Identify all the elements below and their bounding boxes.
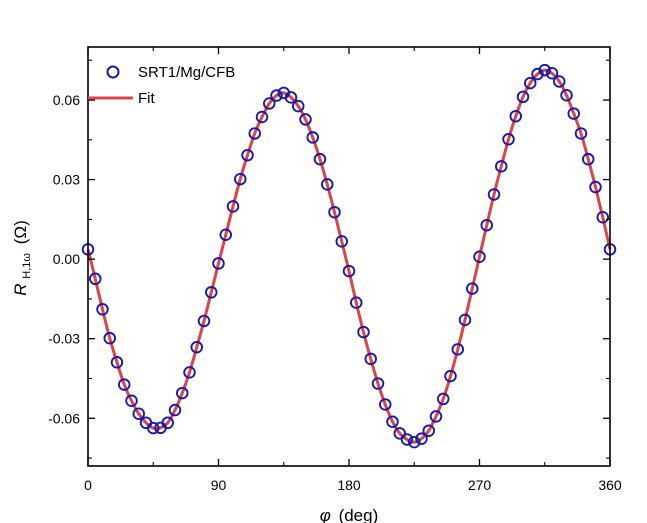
data-point [553, 75, 566, 88]
data-point [509, 109, 523, 123]
data-point [190, 340, 203, 354]
data-point [422, 424, 436, 437]
data-point [197, 314, 211, 328]
data-point [524, 76, 537, 90]
y-tick-labels: 0.06 0.03 0.00 -0.03 -0.06 [48, 92, 80, 426]
data-point [437, 392, 450, 406]
x-tick-label: 270 [468, 477, 492, 493]
x-tick-label: 180 [337, 477, 361, 493]
legend-label-data: SRT1/Mg/CFB [138, 64, 235, 81]
legend: SRT1/Mg/CFB Fit [88, 64, 235, 107]
y-tick-label: 0.06 [53, 92, 80, 108]
data-point [292, 99, 305, 113]
data-point [342, 264, 356, 278]
data-point [415, 432, 428, 445]
data-point [451, 343, 465, 356]
data-point [408, 435, 421, 449]
y-tick-label: 0.03 [53, 172, 80, 188]
data-point [328, 205, 341, 219]
legend-label-fit: Fit [138, 90, 155, 107]
data-point [161, 416, 174, 430]
data-point [132, 407, 145, 421]
data-point [96, 303, 109, 316]
data-point [560, 89, 573, 102]
x-tick-label: 360 [598, 477, 622, 493]
data-point [502, 133, 515, 146]
data-point [226, 200, 240, 213]
data-point [596, 211, 610, 224]
y-tick-label: 0.00 [53, 251, 80, 267]
y-axis-unit: (Ω) [11, 220, 30, 244]
data-point [429, 410, 443, 423]
data-point [175, 386, 189, 400]
data-point [306, 131, 320, 144]
axis-ticks [87, 47, 611, 466]
data-point [386, 415, 399, 428]
data-point [400, 433, 414, 446]
data-point [270, 89, 283, 102]
data-point [263, 97, 276, 110]
data-point [248, 127, 261, 140]
y-axis-sub: H,1ω [21, 253, 33, 279]
y-tick-label: -0.03 [48, 331, 80, 347]
data-point [219, 228, 232, 242]
x-tick-label: 0 [84, 477, 92, 493]
data-point [574, 127, 588, 140]
data-point [350, 296, 363, 309]
data-point [357, 325, 370, 339]
x-tick-label: 90 [211, 477, 227, 493]
data-point [110, 356, 124, 369]
data-point [487, 188, 501, 201]
data-point [299, 113, 312, 126]
data-point [103, 331, 116, 345]
data-point [125, 394, 138, 408]
data-point [313, 152, 327, 166]
data-point [495, 160, 508, 173]
data-point [168, 403, 182, 417]
x-axis-unit: (deg) [339, 506, 379, 523]
data-point [88, 272, 102, 286]
data-point [233, 172, 247, 186]
fit-line-layer [86, 68, 612, 444]
x-axis-symbol: φ [320, 506, 331, 523]
data-point [284, 91, 298, 104]
data-point [117, 378, 131, 391]
data-point [589, 180, 602, 194]
data-point [183, 366, 196, 379]
data-point [321, 178, 334, 191]
data-point [379, 398, 392, 411]
data-point [582, 152, 595, 166]
x-axis-label: φ (deg) [320, 506, 379, 523]
data-point [538, 63, 552, 77]
data-point [335, 235, 349, 248]
data-point [545, 67, 559, 80]
data-point [473, 250, 486, 264]
data-point [516, 90, 530, 104]
data-point [444, 369, 457, 383]
y-axis-label: R H,1ω (Ω) [11, 220, 34, 296]
data-point [458, 313, 472, 327]
data-point [393, 427, 407, 440]
plot-frame [87, 46, 611, 467]
y-tick-label: -0.06 [48, 410, 80, 426]
data-point [212, 257, 225, 270]
fit-line [86, 68, 612, 444]
data-point [466, 282, 479, 295]
data-points-layer [81, 63, 617, 449]
legend-marker-data [106, 65, 120, 79]
x-tick-labels: 0 90 180 270 360 [84, 477, 622, 493]
data-point [241, 148, 254, 162]
data-point [567, 107, 581, 120]
data-point [480, 218, 494, 232]
data-point [255, 110, 269, 124]
data-point [371, 377, 385, 390]
data-point [146, 421, 160, 435]
data-point [204, 286, 218, 299]
data-point [364, 352, 378, 366]
y-axis-main: R [11, 283, 30, 295]
